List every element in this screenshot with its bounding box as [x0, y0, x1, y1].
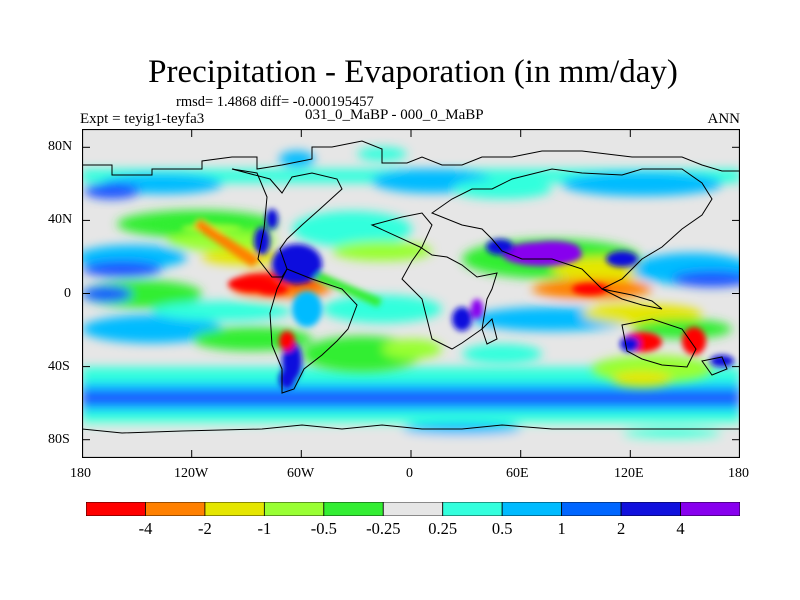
y-tick-label: 40N — [48, 212, 73, 227]
colorbar-label: 2 — [616, 519, 626, 538]
y-tick-label: 80S — [48, 432, 70, 447]
local-extremes — [157, 209, 734, 389]
y-tick-label: 40S — [48, 359, 70, 374]
colorbar-swatch — [382, 502, 444, 516]
colorbar-label: 1 — [557, 519, 566, 538]
northern-storm-track-field — [82, 147, 740, 199]
y-tick-label: 80N — [48, 139, 73, 154]
plot-title: Precipitation - Evaporation (in mm/day) — [148, 54, 678, 90]
colorbar-swatch — [680, 502, 740, 516]
colorbar-swatch — [323, 502, 384, 516]
colorbar-swatch — [501, 502, 563, 516]
case-label: 031_0_MaBP - 000_0_MaBP — [305, 107, 484, 123]
y-tick-label: 0 — [64, 286, 71, 301]
colorbar-swatch — [263, 502, 325, 516]
colorbar-label: 4 — [676, 519, 685, 538]
colorbar-label: -2 — [198, 519, 212, 538]
x-tick-label: 180 — [70, 466, 91, 481]
colorbar-swatch — [561, 502, 622, 516]
colorbar-swatch — [145, 502, 206, 516]
x-tick-label: 60E — [506, 466, 529, 481]
season-label: ANN — [707, 111, 741, 127]
colorbar-label: 0.25 — [428, 519, 458, 538]
colorbar-swatch — [442, 502, 503, 516]
x-tick-label: 0 — [406, 466, 413, 481]
x-tick-label: 120W — [174, 466, 209, 481]
coastlines — [82, 140, 740, 434]
colorbar-label: 0.5 — [491, 519, 513, 538]
precip-evap-map — [82, 129, 740, 458]
x-tick-label: 120E — [614, 466, 644, 481]
map-ticks — [82, 129, 740, 458]
colorbar-label: -4 — [138, 519, 153, 538]
x-tick-label: 60W — [287, 466, 315, 481]
x-tick-label: 180 — [728, 466, 749, 481]
colorbar-swatch — [204, 502, 265, 516]
colorbar-swatch — [86, 502, 146, 516]
experiment-label: Expt = teyig1-teyfa3 — [80, 111, 205, 127]
colorbar-label: -0.5 — [310, 519, 337, 538]
colorbar-swatch — [620, 502, 681, 516]
rmsd-diff-stats: rmsd= 1.4868 diff= -0.000195457 — [176, 94, 374, 110]
colorbar-label: -0.25 — [366, 519, 401, 538]
colorbar-label: -1 — [257, 519, 272, 538]
colorbar — [86, 502, 740, 516]
